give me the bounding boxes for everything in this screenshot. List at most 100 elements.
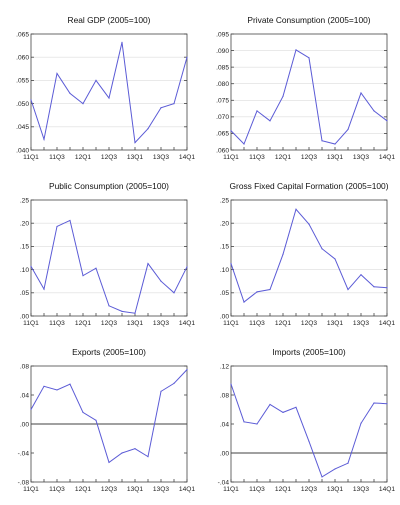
y-tick-label: .070	[216, 114, 229, 121]
y-tick-label: .080	[216, 81, 229, 88]
chart-title: Private Consumption (2005=100)	[247, 15, 370, 25]
data-point	[243, 301, 245, 303]
data-point	[160, 390, 162, 392]
x-tick-label: 11Q3	[49, 486, 65, 493]
y-tick-label: .10	[20, 267, 29, 274]
x-tick-label: 11Q1	[223, 154, 239, 161]
data-point	[147, 128, 149, 130]
data-point	[386, 120, 388, 122]
data-point	[160, 280, 162, 282]
data-point	[121, 310, 123, 312]
plot-frame	[230, 199, 388, 317]
data-point	[321, 140, 323, 142]
x-tick-label: 11Q1	[223, 320, 239, 327]
y-tick-label: .20	[220, 221, 229, 228]
chart-title: Imports (2005=100)	[272, 347, 346, 357]
x-tick-label: 14Q1	[179, 154, 195, 161]
data-point	[82, 411, 84, 413]
y-tick-label: .05	[220, 290, 229, 297]
y-tick-label: .060	[216, 147, 229, 154]
data-point	[282, 95, 284, 97]
y-tick-label: -.04	[218, 479, 230, 486]
data-point	[256, 291, 258, 293]
data-point	[147, 456, 149, 458]
y-tick-label: .00	[20, 421, 29, 428]
x-tick-label: 13Q3	[353, 154, 369, 161]
data-point	[82, 103, 84, 105]
x-tick-label: 13Q1	[127, 486, 143, 493]
y-tick-label: .15	[220, 244, 229, 251]
data-point	[373, 286, 375, 288]
chart-title: Exports (2005=100)	[72, 347, 146, 357]
data-point	[108, 305, 110, 307]
x-tick-label: 12Q3	[101, 154, 117, 161]
x-tick-label: 12Q1	[75, 320, 91, 327]
series-line	[230, 49, 388, 145]
y-tick-label: .00	[220, 450, 229, 457]
x-tick-label: 12Q3	[101, 320, 117, 327]
data-point	[308, 223, 310, 225]
chart-panel-5: Exports (2005=100) -.08 -.04 .00 .04 .08 11Q1 1…	[18, 347, 196, 493]
data-point	[334, 258, 336, 260]
data-point	[56, 225, 58, 228]
y-tick-label: .00	[220, 313, 229, 320]
x-tick-label: 14Q1	[179, 320, 195, 327]
x-tick-label: 14Q1	[379, 320, 395, 327]
data-point	[321, 248, 323, 250]
data-point	[243, 143, 245, 145]
x-tick-label: 11Q1	[23, 320, 39, 327]
y-tick-label: .095	[216, 31, 229, 38]
data-point	[373, 402, 375, 404]
data-point	[269, 288, 271, 291]
y-tick-label: .08	[20, 363, 29, 370]
data-point	[173, 103, 175, 105]
data-point	[282, 253, 284, 255]
data-point	[295, 208, 297, 210]
data-point	[186, 369, 188, 371]
data-point	[108, 461, 110, 464]
data-point	[186, 56, 188, 58]
y-tick-label: .05	[20, 290, 29, 297]
x-tick-label: 11Q3	[249, 486, 265, 493]
y-tick-label: .050	[16, 101, 29, 108]
data-point	[108, 97, 110, 99]
data-point	[308, 440, 310, 442]
data-point	[95, 419, 97, 421]
chart-title: Real GDP (2005=100)	[68, 15, 151, 25]
chart-panel-6: Imports (2005=100) -.04 .00 .04 .08 .12 11Q1 11…	[218, 347, 396, 493]
data-point	[295, 406, 297, 408]
y-tick-label: .00	[20, 313, 29, 320]
data-point	[269, 120, 271, 122]
data-point	[347, 288, 349, 291]
x-tick-label: 12Q1	[75, 486, 91, 493]
x-tick-label: 12Q3	[301, 154, 317, 161]
chart-panel-4: Gross Fixed Capital Formation (2005=100)…	[220, 181, 396, 327]
data-point	[160, 107, 162, 109]
x-tick-label: 13Q3	[153, 154, 169, 161]
data-point	[30, 265, 32, 267]
y-tick-label: .25	[220, 197, 229, 204]
data-point	[56, 389, 58, 391]
data-point	[121, 41, 123, 43]
data-point	[69, 219, 71, 222]
plot-frame	[30, 33, 188, 151]
data-point	[243, 421, 245, 423]
data-point	[95, 79, 97, 81]
y-tick-label: .085	[216, 64, 229, 71]
x-tick-label: 12Q3	[301, 320, 317, 327]
y-tick-label: .25	[20, 197, 29, 204]
y-tick-label: .04	[220, 421, 229, 428]
y-tick-label: .060	[16, 55, 29, 62]
x-tick-label: 13Q1	[327, 486, 343, 493]
data-point	[360, 274, 362, 276]
data-point	[230, 383, 232, 385]
data-point	[69, 92, 71, 94]
series-line	[30, 219, 188, 314]
data-point	[321, 476, 323, 478]
data-point	[30, 408, 32, 411]
data-point	[134, 312, 136, 314]
y-tick-label: .12	[220, 363, 229, 370]
data-point	[230, 130, 232, 132]
y-tick-label: .08	[220, 392, 229, 399]
